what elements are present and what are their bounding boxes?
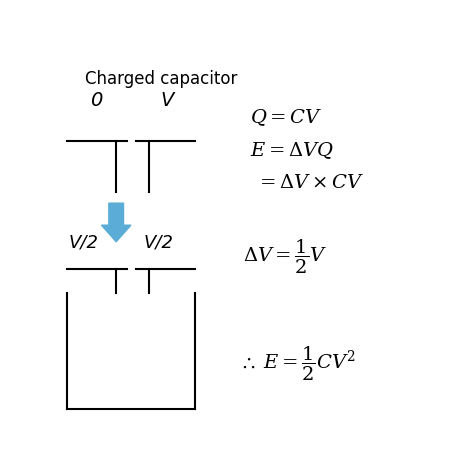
Text: V: V [161,91,174,110]
Text: $= \Delta V \times CV$: $= \Delta V \times CV$ [256,172,364,191]
Text: $Q = CV$: $Q = CV$ [250,107,323,128]
Text: $\therefore\; E = \dfrac{1}{2}CV^{2}$: $\therefore\; E = \dfrac{1}{2}CV^{2}$ [239,344,356,382]
FancyArrow shape [101,204,131,242]
Text: V/2: V/2 [144,233,173,251]
Text: 0: 0 [90,91,102,110]
Text: Charged capacitor: Charged capacitor [85,70,237,88]
Text: $E = \Delta VQ$: $E = \Delta VQ$ [250,140,334,161]
Text: $\Delta V = \dfrac{1}{2}V$: $\Delta V = \dfrac{1}{2}V$ [243,238,328,276]
Text: V/2: V/2 [68,233,98,251]
